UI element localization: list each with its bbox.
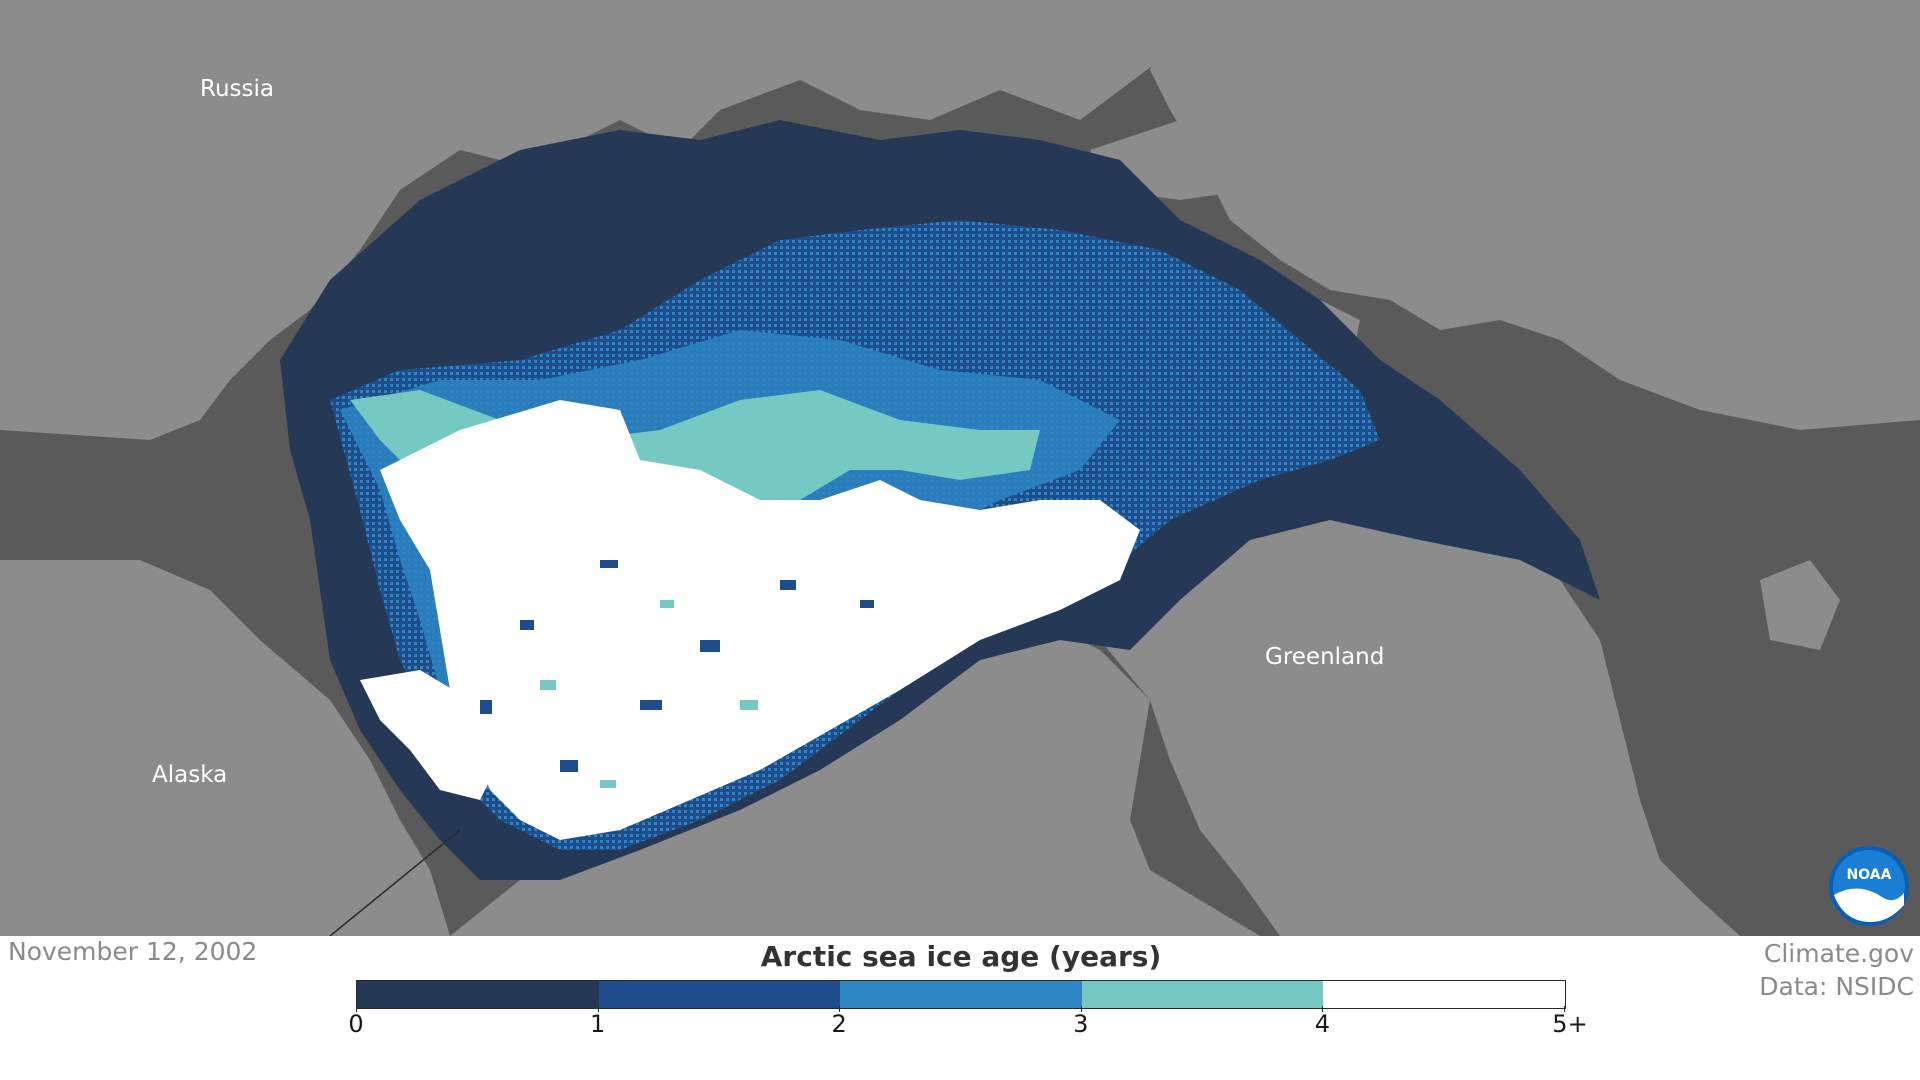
- boundary-line: [329, 829, 461, 936]
- land-russia-west: [0, 0, 1180, 440]
- ice-multi-year: [380, 400, 1140, 840]
- legend-swatch-0-1: [357, 981, 599, 1008]
- legend-swatch-2-3: [840, 981, 1082, 1008]
- legend-tick: [1564, 1006, 1565, 1012]
- legend-tick-label: 4: [1314, 1010, 1331, 1038]
- place-label-russia: Russia: [200, 76, 274, 102]
- legend-swatch-1-2: [598, 981, 841, 1008]
- land-greenland: [1100, 500, 1740, 936]
- credit-block: Climate.gov Data: NSIDC: [1759, 937, 1914, 1003]
- legend-tick: [597, 1006, 599, 1012]
- legend-tick: [356, 1006, 357, 1012]
- legend-swatch-3-4: [1081, 981, 1324, 1008]
- arctic-sea-ice-map: [0, 0, 1920, 936]
- legend-tick-label: 0: [348, 1010, 364, 1038]
- credit-source: Climate.gov: [1763, 939, 1914, 968]
- ice-multi-year-patch: [360, 670, 500, 800]
- noaa-logo-icon: NOAA: [1829, 846, 1909, 926]
- legend-tick: [1080, 1006, 1082, 1012]
- date-label: November 12, 2002: [8, 937, 258, 966]
- place-label-alaska: Alaska: [152, 762, 228, 788]
- legend-tick-label: 3: [1073, 1010, 1089, 1038]
- land-russia-east: [1150, 0, 1920, 430]
- land-canada: [450, 620, 1260, 936]
- legend-tick-label: 1: [589, 1010, 606, 1038]
- legend-tick-label: 5+: [1552, 1010, 1588, 1038]
- land-alaska: [0, 560, 450, 936]
- legend-tick: [839, 1006, 841, 1012]
- ice-speckles: [480, 560, 874, 772]
- legend-title: Arctic sea ice age (years): [760, 940, 1162, 973]
- legend-tick-label: 2: [831, 1010, 847, 1038]
- land-east-greenland-island: [1760, 560, 1840, 650]
- credit-data: Data: NSIDC: [1759, 972, 1914, 1001]
- legend-color-bar: [356, 980, 1566, 1009]
- svg-text:NOAA: NOAA: [1847, 867, 1892, 883]
- place-label-greenland: Greenland: [1265, 644, 1385, 670]
- legend-swatch-4-5: [1323, 981, 1565, 1008]
- legend-tick: [1322, 1006, 1324, 1012]
- ice-teal-speckles: [540, 600, 758, 788]
